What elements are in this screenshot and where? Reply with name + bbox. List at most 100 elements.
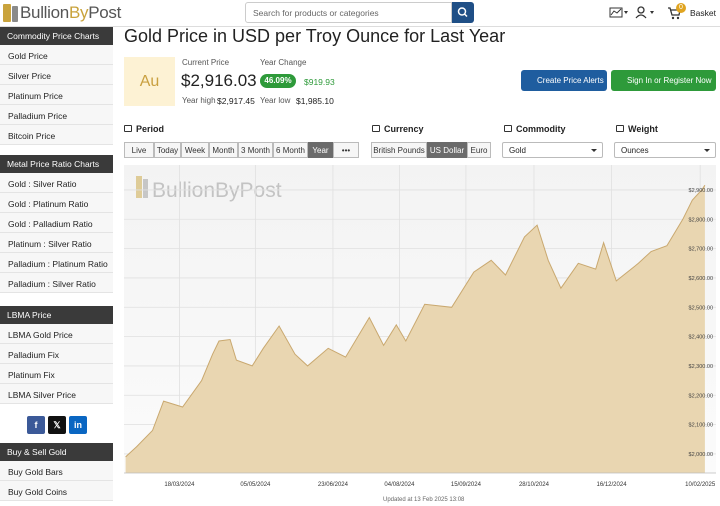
y-tick-label: $2,400.00 bbox=[689, 335, 713, 341]
sidebar-link[interactable]: Gold Price bbox=[0, 45, 113, 65]
watermark: BullionByPost bbox=[152, 179, 282, 202]
y-tick-label: $2,300.00 bbox=[689, 364, 713, 370]
logo-icon bbox=[3, 4, 11, 22]
x-tick-label: 23/06/2024 bbox=[318, 482, 349, 488]
sidebar-heading[interactable]: Metal Price Ratio Charts bbox=[0, 155, 113, 173]
sidebar-link[interactable]: Palladium Price bbox=[0, 105, 113, 125]
watermark-icon bbox=[136, 176, 142, 198]
search-button[interactable] bbox=[452, 2, 474, 23]
caret bbox=[591, 149, 597, 152]
social-button[interactable]: in bbox=[69, 416, 87, 434]
option-button[interactable]: Year bbox=[308, 142, 333, 158]
account-icons[interactable] bbox=[606, 5, 666, 21]
search-input[interactable]: Search for products or categories bbox=[245, 2, 452, 23]
x-tick-label: 15/09/2024 bbox=[451, 482, 482, 488]
sidebar-link[interactable]: Palladium : Silver Ratio bbox=[0, 273, 113, 293]
sidebar-link[interactable]: Platinum Price bbox=[0, 85, 113, 105]
sidebar-link[interactable]: Platinum Fix bbox=[0, 364, 113, 384]
logo-part: Post bbox=[88, 3, 122, 22]
sidebar-link[interactable]: Gold : Platinum Ratio bbox=[0, 193, 113, 213]
current-price: $2,916.03 bbox=[181, 71, 257, 90]
sidebar-link[interactable]: Bitcoin Price bbox=[0, 125, 113, 145]
control-icon bbox=[372, 125, 380, 132]
sidebar-heading[interactable]: LBMA Price bbox=[0, 306, 113, 324]
social-button[interactable]: f bbox=[27, 416, 45, 434]
sidebar-link[interactable]: Platinum : Silver Ratio bbox=[0, 233, 113, 253]
year-high: $2,917.45 bbox=[217, 96, 255, 106]
option-button[interactable]: British Pounds bbox=[371, 142, 427, 158]
x-tick-label: 04/08/2024 bbox=[384, 482, 415, 488]
change-amount: $919.93 bbox=[304, 77, 335, 87]
label: Year high bbox=[182, 96, 216, 105]
y-tick-label: $2,200.00 bbox=[689, 393, 713, 399]
logo-icon-2 bbox=[12, 6, 18, 22]
y-tick-label: $2,100.00 bbox=[689, 423, 713, 429]
basket-label[interactable]: Basket bbox=[690, 8, 716, 18]
logo-part: By bbox=[68, 3, 89, 22]
option-button[interactable]: 3 Month bbox=[238, 142, 273, 158]
x-tick-label: 05/05/2024 bbox=[240, 482, 271, 488]
option-button[interactable]: ••• bbox=[333, 142, 359, 158]
control-label: Currency bbox=[384, 124, 424, 134]
sidebar-link[interactable]: LBMA Gold Price bbox=[0, 324, 113, 344]
caret bbox=[704, 149, 710, 152]
option-button[interactable]: Live bbox=[124, 142, 154, 158]
control-label: Weight bbox=[628, 124, 658, 134]
sidebar-link[interactable]: LBMA Silver Price bbox=[0, 384, 113, 404]
sidebar-link[interactable]: Buy Gold Coins bbox=[0, 481, 113, 501]
basket-count: 0 bbox=[676, 3, 686, 13]
control-icon bbox=[124, 125, 132, 132]
option-button[interactable]: Today bbox=[154, 142, 181, 158]
updated-note: Updated at 13 Feb 2025 13:08 bbox=[383, 497, 465, 503]
x-tick-label: 10/02/2025 bbox=[685, 482, 716, 488]
select[interactable]: Gold bbox=[502, 142, 603, 158]
y-tick-label: $2,000.00 bbox=[689, 452, 713, 458]
logo-part: Bullion bbox=[20, 3, 69, 22]
option-button[interactable]: US Dollar bbox=[427, 142, 467, 158]
change-pill: 46.09% bbox=[260, 74, 296, 88]
control-label: Period bbox=[136, 124, 165, 134]
label: Year Change bbox=[260, 58, 307, 67]
year-low: $1,985.10 bbox=[296, 96, 334, 106]
search-icon bbox=[457, 7, 468, 18]
social-button[interactable]: 𝕏 bbox=[48, 416, 66, 434]
y-tick-label: $2,500.00 bbox=[689, 305, 713, 311]
label: Current Price bbox=[182, 58, 230, 67]
sidebar-link[interactable]: Buy Gold Bars bbox=[0, 461, 113, 481]
logo[interactable]: BullionByPost bbox=[20, 3, 121, 23]
sidebar-link[interactable]: Gold : Silver Ratio bbox=[0, 173, 113, 193]
header-icons[interactable] bbox=[606, 5, 666, 21]
price-line bbox=[125, 184, 706, 458]
option-button[interactable]: 6 Month bbox=[273, 142, 308, 158]
control-icon bbox=[616, 125, 624, 132]
register-button[interactable]: Sign In or Register Now bbox=[611, 70, 716, 91]
x-tick-label: 16/12/2024 bbox=[597, 482, 628, 488]
option-button[interactable]: Week bbox=[181, 142, 209, 158]
sidebar-heading[interactable]: Commodity Price Charts bbox=[0, 27, 113, 45]
y-tick-label: $2,700.00 bbox=[689, 247, 713, 253]
x-tick-label: 28/10/2024 bbox=[519, 482, 550, 488]
alert-button[interactable]: Create Price Alerts bbox=[521, 70, 607, 91]
sidebar-link[interactable]: Palladium : Platinum Ratio bbox=[0, 253, 113, 273]
page-title: Gold Price in USD per Troy Ounce for Las… bbox=[124, 26, 506, 46]
y-tick-label: $2,600.00 bbox=[689, 276, 713, 282]
watermark-icon bbox=[143, 179, 148, 198]
y-tick-label: $2,800.00 bbox=[689, 217, 713, 223]
sidebar-link[interactable]: Palladium Fix bbox=[0, 344, 113, 364]
price-chart: BullionByPost 18/03/2024 05/05/2024 23/06/2… bbox=[124, 165, 716, 488]
sidebar-link[interactable]: Gold : Palladium Ratio bbox=[0, 213, 113, 233]
select[interactable]: Ounces bbox=[614, 142, 716, 158]
metal-badge: Au bbox=[124, 57, 175, 106]
option-button[interactable]: Euro bbox=[467, 142, 491, 158]
control-label: Commodity bbox=[516, 124, 566, 134]
sidebar-link[interactable]: Silver Price bbox=[0, 65, 113, 85]
sidebar-heading[interactable]: Buy & Sell Gold bbox=[0, 443, 113, 461]
label: Year low bbox=[260, 96, 291, 105]
option-button[interactable]: Month bbox=[209, 142, 238, 158]
header-bar bbox=[0, 0, 720, 27]
x-tick-label: 18/03/2024 bbox=[164, 482, 195, 488]
price-area bbox=[125, 185, 705, 473]
y-tick-label: $2,900.00 bbox=[689, 188, 713, 194]
control-icon bbox=[504, 125, 512, 132]
